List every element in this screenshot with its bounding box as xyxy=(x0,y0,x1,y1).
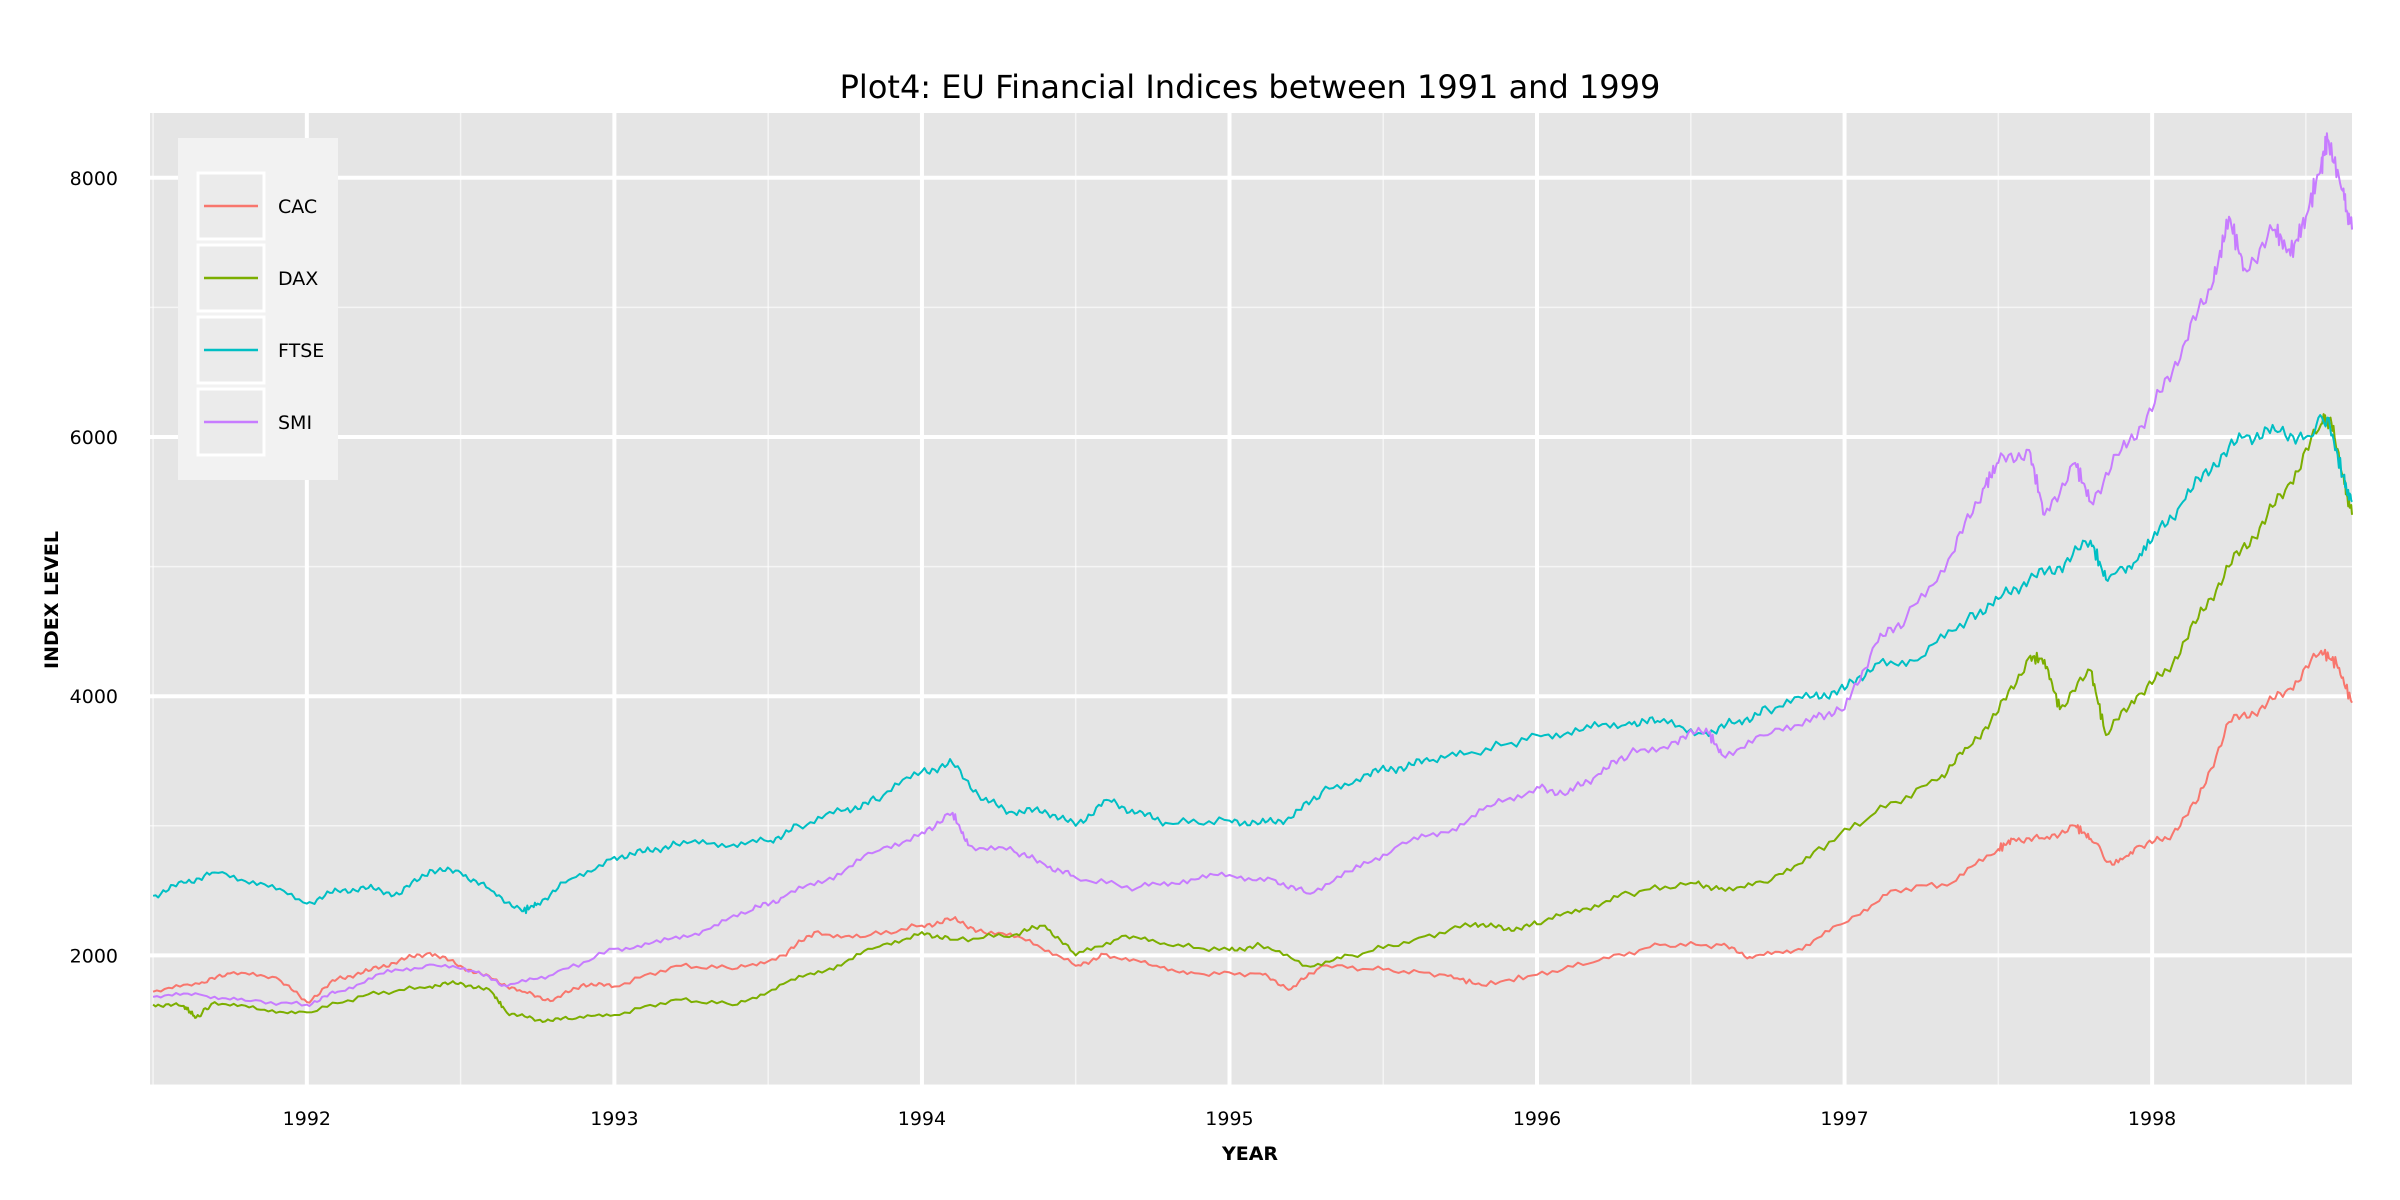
x-tick-label: 1996 xyxy=(1513,1108,1561,1130)
y-axis-ticks: 2000 4000 6000 8000 xyxy=(70,168,118,968)
legend-label-ftse: FTSE xyxy=(278,340,324,362)
y-tick-label: 6000 xyxy=(70,427,118,449)
chart-title: Plot4: EU Financial Indices between 1991… xyxy=(840,68,1661,106)
x-axis-ticks: 1992 1993 1994 1995 1996 1997 1998 xyxy=(283,1108,2177,1130)
x-tick-label: 1993 xyxy=(590,1108,638,1130)
series-line-smi xyxy=(152,132,2353,1007)
grid xyxy=(150,113,2352,1086)
series-line-ftse xyxy=(152,414,2353,915)
x-tick-label: 1994 xyxy=(898,1108,946,1130)
y-tick-label: 4000 xyxy=(70,686,118,708)
series-lines xyxy=(152,132,2353,1023)
legend-label-dax: DAX xyxy=(278,268,318,290)
plot-background xyxy=(150,113,2352,1085)
x-tick-label: 1997 xyxy=(1820,1108,1868,1130)
series-line-dax xyxy=(152,413,2353,1023)
y-tick-label: 8000 xyxy=(70,168,118,190)
x-tick-label: 1998 xyxy=(2128,1108,2176,1130)
y-tick-label: 2000 xyxy=(70,945,118,967)
legend: CAC DAX FTSE SMI xyxy=(178,138,338,480)
x-axis-title: YEAR xyxy=(1221,1143,1278,1165)
x-tick-label: 1992 xyxy=(283,1108,331,1130)
y-axis-title: INDEX LEVEL xyxy=(41,531,63,669)
x-tick-label: 1995 xyxy=(1205,1108,1253,1130)
legend-label-smi: SMI xyxy=(278,412,312,434)
legend-label-cac: CAC xyxy=(278,196,317,218)
